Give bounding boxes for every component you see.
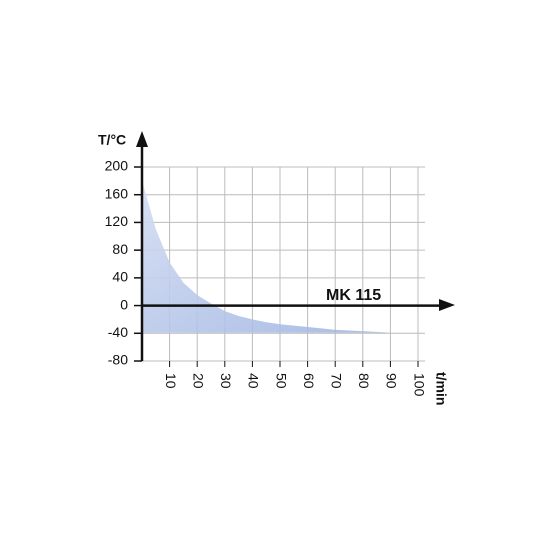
x-tick-label: 20 [190,373,206,389]
y-tick-label: 200 [105,158,129,174]
grid [134,166,425,367]
axes [136,131,455,361]
y-tick-label: 120 [105,213,129,229]
x-tick-label: 70 [328,373,344,389]
x-tick-label: 50 [273,373,289,389]
y-tick-label: 80 [112,241,128,257]
y-tick-label: -80 [108,352,128,368]
y-tick-label: -40 [108,324,128,340]
y-tick-label: 0 [120,296,128,312]
annotation: MK 115 [326,287,381,304]
x-tick-label: 30 [218,373,234,389]
x-tick-label: 10 [163,373,179,389]
y-axis-arrow [136,131,148,147]
x-tick-label: 100 [411,373,427,397]
x-tick-label: 40 [246,373,262,389]
x-axis-label: t/min [433,372,449,405]
plot [142,180,391,333]
y-tick-label: 40 [112,269,128,285]
x-tick-label: 90 [384,373,400,389]
y-tick-label: 160 [105,185,129,201]
y-axis-label: T/°C [98,132,126,148]
x-tick-label: 60 [301,373,317,389]
x-tick-label: 80 [356,373,372,389]
area-highlight [142,180,391,333]
x-axis-arrow [439,299,455,311]
